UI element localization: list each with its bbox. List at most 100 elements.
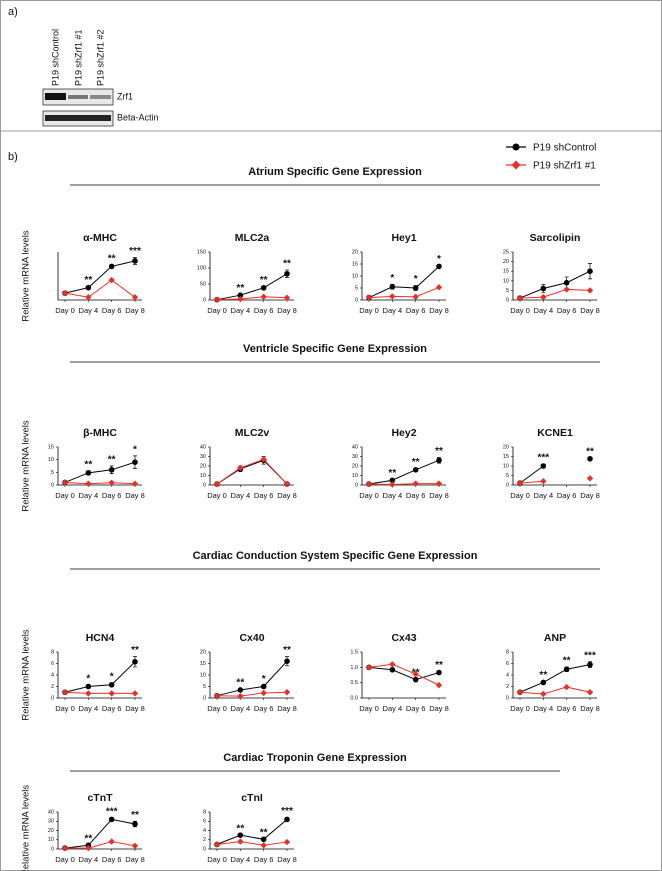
x-tick-label: Day 4 bbox=[79, 855, 99, 864]
x-tick-label: Day 6 bbox=[557, 491, 577, 500]
lane-label: P19 shZrf1 #2 bbox=[95, 29, 105, 86]
x-tick-label: Day 6 bbox=[254, 306, 274, 315]
significance: * bbox=[133, 445, 137, 456]
data-point bbox=[132, 258, 138, 264]
significance: ** bbox=[563, 656, 571, 667]
data-point bbox=[85, 683, 92, 690]
series-line bbox=[64, 279, 136, 298]
data-point bbox=[85, 844, 92, 852]
x-tick-label: Day 8 bbox=[429, 491, 449, 500]
series-line bbox=[368, 459, 440, 485]
data-point bbox=[237, 687, 244, 693]
y-tick-label: 5 bbox=[203, 684, 206, 690]
data-point bbox=[516, 294, 524, 302]
significance: * bbox=[414, 274, 418, 285]
significance: ** bbox=[108, 455, 116, 466]
series-line bbox=[216, 273, 288, 301]
data-point bbox=[85, 284, 92, 291]
y-tick-label: 50 bbox=[200, 281, 206, 287]
band-label: Beta-Actin bbox=[117, 112, 159, 122]
data-point bbox=[213, 841, 221, 848]
y-tick-label: 10 bbox=[48, 837, 54, 843]
x-tick-label: Day 8 bbox=[277, 306, 297, 315]
data-point bbox=[540, 293, 547, 301]
data-point bbox=[61, 289, 69, 297]
data-point bbox=[435, 681, 443, 689]
x-tick-label: Day 4 bbox=[79, 704, 99, 713]
x-tick-label: Day 8 bbox=[125, 306, 145, 315]
y-tick-label: 4 bbox=[51, 672, 54, 678]
y-tick-label: 0 bbox=[203, 695, 206, 701]
y-tick-label: 10 bbox=[503, 463, 509, 469]
data-point bbox=[131, 842, 139, 849]
data-point bbox=[108, 681, 115, 688]
lane-label: P19 shControl bbox=[50, 29, 60, 86]
data-point bbox=[108, 838, 115, 845]
y-tick-label: 30 bbox=[200, 454, 206, 460]
chart-title: ANP bbox=[544, 632, 566, 644]
y-tick-label: 2 bbox=[506, 684, 509, 690]
y-tick-label: 15 bbox=[200, 661, 206, 667]
chart-title: α-MHC bbox=[83, 232, 117, 244]
data-point bbox=[260, 689, 267, 697]
blot-band bbox=[45, 93, 66, 100]
x-tick-label: Day 6 bbox=[557, 704, 577, 713]
x-tick-label: Day 6 bbox=[102, 704, 122, 713]
x-tick-label: Day 6 bbox=[254, 855, 274, 864]
data-point bbox=[260, 293, 267, 300]
significance: ** bbox=[435, 660, 443, 671]
x-tick-label: Day 6 bbox=[102, 855, 122, 864]
significance: ** bbox=[84, 459, 92, 470]
section-title: Cardiac Troponin Gene Expression bbox=[223, 752, 407, 764]
y-tick-label: 6 bbox=[51, 661, 54, 667]
x-tick-label: Day 4 bbox=[79, 491, 99, 500]
data-point bbox=[435, 284, 443, 291]
data-point bbox=[213, 296, 221, 303]
significance: *** bbox=[281, 806, 293, 817]
x-tick-label: Day 4 bbox=[383, 491, 403, 500]
data-point bbox=[436, 669, 442, 676]
series-line bbox=[64, 691, 135, 694]
y-tick-label: 20 bbox=[352, 249, 358, 255]
x-tick-label: Day 0 bbox=[510, 704, 530, 713]
x-tick-label: Day 0 bbox=[510, 306, 530, 315]
data-point bbox=[389, 284, 396, 290]
data-point bbox=[213, 692, 221, 699]
y-axis-label: Relative mRNA levels bbox=[21, 230, 32, 322]
x-tick-label: Day 8 bbox=[125, 491, 145, 500]
data-point bbox=[516, 689, 524, 696]
series-line bbox=[519, 664, 591, 693]
y-tick-label: 15 bbox=[352, 261, 358, 267]
series-line bbox=[519, 480, 544, 484]
significance: ** bbox=[236, 678, 244, 689]
y-tick-label: 150 bbox=[197, 249, 206, 255]
x-tick-label: Day 6 bbox=[254, 704, 274, 713]
series-line bbox=[216, 660, 288, 697]
x-tick-label: Day 0 bbox=[359, 704, 379, 713]
significance: ** bbox=[388, 468, 396, 479]
x-tick-label: Day 8 bbox=[125, 855, 145, 864]
series-line bbox=[519, 288, 591, 299]
x-tick-label: Day 0 bbox=[207, 855, 227, 864]
series-line bbox=[65, 841, 136, 849]
y-tick-label: 10 bbox=[200, 672, 206, 678]
data-point bbox=[563, 683, 570, 691]
data-point bbox=[85, 690, 92, 697]
y-tick-label: 0 bbox=[51, 482, 54, 488]
series-line bbox=[368, 266, 440, 299]
blot-band bbox=[45, 115, 111, 121]
data-point bbox=[563, 286, 570, 293]
x-tick-label: Day 4 bbox=[383, 306, 403, 315]
x-tick-label: Day 4 bbox=[534, 491, 554, 500]
band-label: Zrf1 bbox=[117, 91, 133, 101]
legend-label: P19 shZrf1 #1 bbox=[533, 161, 596, 172]
x-tick-label: Day 4 bbox=[383, 704, 403, 713]
data-point bbox=[389, 661, 396, 668]
series-line bbox=[368, 663, 440, 686]
chart-title: cTnT bbox=[87, 792, 113, 804]
series-line bbox=[368, 483, 439, 486]
x-tick-label: Day 8 bbox=[580, 306, 600, 315]
significance: ** bbox=[108, 254, 116, 265]
data-point bbox=[435, 480, 443, 487]
data-point bbox=[85, 294, 92, 301]
